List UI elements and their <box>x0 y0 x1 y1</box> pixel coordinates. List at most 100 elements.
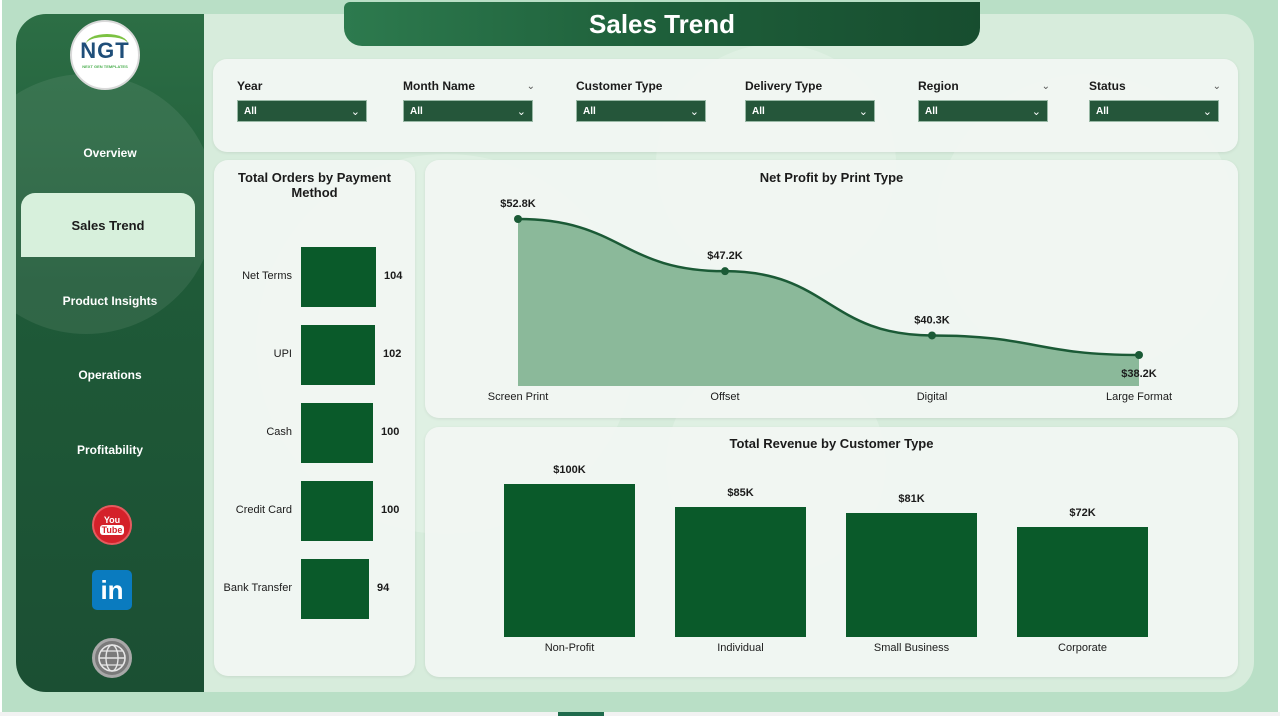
net-profit-by-print-type-chart: Net Profit by Print Type $52.8K Screen Pr… <box>425 160 1238 418</box>
filter-panel: Year All ⌄ Month Name ⌄ All ⌄ Customer Type… <box>213 59 1238 152</box>
x-axis-label: Small Business <box>873 642 950 654</box>
x-axis-label: Offset <box>710 391 739 403</box>
filter-status: Status ⌄ All ⌄ <box>1089 77 1221 122</box>
sidebar-item-product-insights[interactable]: Product Insights <box>16 281 204 321</box>
filter-month-name: Month Name ⌄ All ⌄ <box>403 77 535 122</box>
filter-label: Year <box>237 79 263 93</box>
ngt-logo: NGT NEXT GEN TEMPLATES <box>70 20 140 90</box>
orders-by-payment-chart: Total Orders by Payment Method Net Terms… <box>214 160 415 676</box>
chart-title: Total Orders by Payment Method <box>238 170 391 200</box>
data-label: $100K <box>553 464 586 476</box>
data-label: $81K <box>898 493 925 505</box>
active-sheet-indicator[interactable] <box>558 712 604 716</box>
area-chart-svg: $52.8K Screen Print $47.2K Offset $40.3K Digi… <box>488 198 1172 403</box>
linkedin-icon[interactable]: in <box>92 570 132 610</box>
filter-label: Customer Type <box>576 79 663 93</box>
filter-label: Month Name ⌄ <box>403 79 535 93</box>
category-label: Bank Transfer <box>223 582 292 594</box>
category-label: Credit Card <box>235 504 292 516</box>
data-point[interactable] <box>928 331 936 340</box>
bar[interactable] <box>301 247 376 307</box>
chevron-down-icon: ⌄ <box>1031 105 1041 118</box>
sidebar-item-label: Overview <box>83 146 137 160</box>
category-label: Cash <box>266 426 292 438</box>
area-fill <box>518 219 1139 386</box>
logo-swoosh-icon <box>86 34 128 54</box>
data-label: 100 <box>381 504 400 516</box>
sidebar-item-label: Product Insights <box>62 294 158 308</box>
filter-label: Status ⌄ <box>1089 79 1221 93</box>
data-label: $40.3K <box>914 314 950 326</box>
series-line <box>517 217 1140 357</box>
x-axis-label: Large Format <box>1106 391 1172 403</box>
logo-text: NGT <box>80 38 130 63</box>
data-point[interactable] <box>1135 351 1143 359</box>
data-point[interactable] <box>721 267 729 276</box>
x-axis-label: Screen Print <box>488 391 549 403</box>
bar[interactable] <box>301 559 369 619</box>
x-axis-label: Non-Profit <box>544 642 595 654</box>
filter-region: Region ⌄ All ⌄ <box>918 77 1050 122</box>
sidebar-item-label: Profitability <box>76 443 143 457</box>
data-label: 104 <box>384 270 403 282</box>
filter-label: Delivery Type <box>745 79 823 93</box>
region-dropdown[interactable]: All ⌄ <box>918 100 1048 122</box>
bottom-sheet-tabs-strip <box>0 712 1280 716</box>
page-title-banner: Sales Trend <box>344 2 980 46</box>
data-label: $38.2K <box>1121 368 1157 380</box>
month-name-dropdown[interactable]: All ⌄ <box>403 100 533 122</box>
sidebar-item-label: Operations <box>78 368 142 382</box>
x-axis-label: Digital <box>917 391 948 403</box>
chevron-down-icon[interactable]: ⌄ <box>526 80 535 92</box>
category-label: UPI <box>273 348 292 360</box>
data-label: $85K <box>727 487 754 499</box>
bar[interactable] <box>1017 527 1148 637</box>
youtube-icon[interactable]: You Tube <box>92 505 132 545</box>
chevron-down-icon[interactable]: ⌄ <box>1212 80 1221 92</box>
sidebar-item-operations[interactable]: Operations <box>16 355 204 395</box>
filter-year: Year All ⌄ <box>237 77 369 122</box>
filter-label: Region ⌄ <box>918 79 1050 93</box>
youtube-text: You <box>103 515 121 525</box>
filter-customer-type: Customer Type All ⌄ <box>576 77 708 122</box>
bar[interactable] <box>301 325 375 385</box>
bar[interactable] <box>301 481 373 541</box>
bar[interactable] <box>846 513 977 637</box>
logo-subtext: NEXT GEN TEMPLATES <box>82 64 128 69</box>
filter-delivery-type: Delivery Type All ⌄ <box>745 77 877 122</box>
data-label: $52.8K <box>500 198 536 210</box>
year-dropdown[interactable]: All ⌄ <box>237 100 367 122</box>
sidebar-item-label: Sales Trend <box>71 217 145 233</box>
bar[interactable] <box>504 484 635 637</box>
sidebar: NGT NEXT GEN TEMPLATES Overview Sales Tr… <box>16 14 204 692</box>
chevron-down-icon[interactable]: ⌄ <box>1041 80 1050 92</box>
sidebar-item-sales-trend[interactable]: Sales Trend <box>21 193 195 257</box>
globe-icon <box>98 644 126 672</box>
chart-title: Total Revenue by Customer Type <box>729 436 934 451</box>
www-globe-icon[interactable] <box>92 638 132 678</box>
data-label: 102 <box>383 348 402 360</box>
data-point[interactable] <box>514 215 522 223</box>
youtube-tube-text: Tube <box>99 525 125 535</box>
sidebar-item-profitability[interactable]: Profitability <box>16 430 204 470</box>
customer-type-dropdown[interactable]: All ⌄ <box>576 100 706 122</box>
chevron-down-icon: ⌄ <box>858 105 868 118</box>
data-label: 94 <box>377 582 390 594</box>
data-label: $47.2K <box>707 250 743 262</box>
status-dropdown[interactable]: All ⌄ <box>1089 100 1219 122</box>
category-label: Net Terms <box>242 270 292 282</box>
chevron-down-icon: ⌄ <box>689 105 699 118</box>
page-title: Sales Trend <box>589 8 735 39</box>
chevron-down-icon: ⌄ <box>516 105 526 118</box>
bar[interactable] <box>301 403 373 463</box>
sidebar-item-overview[interactable]: Overview <box>16 133 204 173</box>
data-label: 100 <box>381 426 400 438</box>
delivery-type-dropdown[interactable]: All ⌄ <box>745 100 875 122</box>
data-label: $72K <box>1069 507 1096 519</box>
bar[interactable] <box>675 507 806 637</box>
linkedin-text: in <box>100 574 124 605</box>
chevron-down-icon: ⌄ <box>350 105 360 118</box>
chart-title: Net Profit by Print Type <box>759 170 904 185</box>
chevron-down-icon: ⌄ <box>1202 105 1212 118</box>
revenue-by-customer-type-chart: Total Revenue by Customer Type $100K Non-… <box>425 427 1238 677</box>
